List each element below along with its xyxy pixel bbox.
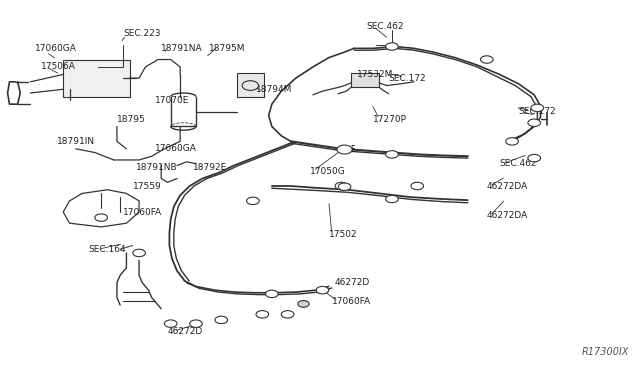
Text: SEC.223: SEC.223 <box>124 29 161 38</box>
Circle shape <box>256 311 269 318</box>
Text: 18791NB: 18791NB <box>136 163 177 172</box>
Text: SEC.462: SEC.462 <box>499 159 537 168</box>
Text: SEC.164: SEC.164 <box>88 245 126 254</box>
Circle shape <box>132 249 145 257</box>
Text: G: G <box>137 250 141 256</box>
Circle shape <box>337 145 352 154</box>
Text: 18795M: 18795M <box>209 44 245 53</box>
Text: E: E <box>270 291 274 296</box>
Text: 17506A: 17506A <box>41 62 76 71</box>
Bar <box>237 73 264 97</box>
Circle shape <box>298 301 309 307</box>
Text: 18792E: 18792E <box>193 163 227 172</box>
Text: 17060GA: 17060GA <box>35 44 77 53</box>
Circle shape <box>246 197 259 205</box>
Circle shape <box>282 311 294 318</box>
Text: 17502: 17502 <box>329 230 357 239</box>
Circle shape <box>95 214 108 221</box>
Circle shape <box>411 182 424 190</box>
Text: 17050G: 17050G <box>310 167 346 176</box>
Circle shape <box>338 183 351 190</box>
Text: 46272D: 46272D <box>335 278 371 287</box>
Text: 17060FA: 17060FA <box>124 208 163 217</box>
Circle shape <box>481 56 493 63</box>
Text: g: g <box>486 55 491 61</box>
Circle shape <box>386 195 398 203</box>
Text: D: D <box>219 317 224 323</box>
Circle shape <box>164 320 177 327</box>
Circle shape <box>266 290 278 298</box>
Text: 17559: 17559 <box>132 182 161 190</box>
Circle shape <box>386 43 398 50</box>
Text: SEC.462: SEC.462 <box>367 22 404 31</box>
Text: 18791IN: 18791IN <box>57 137 95 146</box>
Circle shape <box>386 151 398 158</box>
Text: 17060GA: 17060GA <box>155 144 196 153</box>
Text: 17060FA: 17060FA <box>332 297 371 306</box>
Text: 18794M: 18794M <box>256 85 292 94</box>
Circle shape <box>242 81 259 90</box>
Circle shape <box>189 320 202 327</box>
Text: 18791NA: 18791NA <box>161 44 203 53</box>
Text: 18795: 18795 <box>117 115 146 124</box>
Circle shape <box>528 154 541 162</box>
Circle shape <box>215 316 228 324</box>
Text: SEC.172: SEC.172 <box>518 107 556 116</box>
Text: E: E <box>415 183 419 189</box>
Text: 46272D: 46272D <box>168 327 203 336</box>
Circle shape <box>506 138 518 145</box>
Text: h: h <box>393 43 397 49</box>
Text: F: F <box>351 145 355 154</box>
Text: 46272DA: 46272DA <box>487 211 528 220</box>
Text: N: N <box>390 152 394 157</box>
Text: 17070E: 17070E <box>155 96 189 105</box>
Circle shape <box>316 286 329 294</box>
Text: B: B <box>168 321 173 326</box>
Text: SEC.172: SEC.172 <box>388 74 426 83</box>
Circle shape <box>528 119 541 126</box>
Bar <box>63 60 129 97</box>
Text: R17300IX: R17300IX <box>582 347 629 357</box>
Circle shape <box>531 104 543 112</box>
Text: C: C <box>194 321 198 326</box>
Circle shape <box>335 182 348 190</box>
Text: 17270P: 17270P <box>373 115 407 124</box>
Bar <box>351 73 380 87</box>
Text: 46272DA: 46272DA <box>487 182 528 190</box>
Text: 17532M: 17532M <box>357 70 394 79</box>
